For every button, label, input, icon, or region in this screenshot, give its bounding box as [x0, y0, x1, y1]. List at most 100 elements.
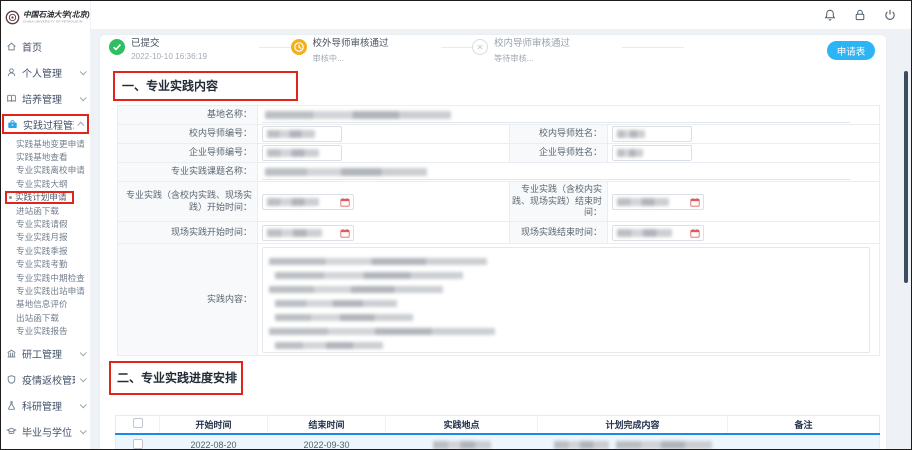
submenu-item-practice-plan-active[interactable]: 实践计划申请: [1, 190, 90, 204]
sidebar-item-epidemic[interactable]: 疫情返校管理: [1, 369, 90, 390]
steps: 已提交 2022-10-10 16:36:19 校外导师审核通过 审核中...: [109, 38, 684, 64]
practice-submenu: 实践基地变更申请 实践基地查看 专业实践离校申请 专业实践大纲 实践计划申请 进…: [1, 137, 90, 338]
practice-content-form: 基地名称： 校内导师编号： 校内导师姓名： 企业导师编号：: [117, 105, 880, 357]
submenu-item[interactable]: 实践基地查看: [1, 150, 90, 163]
tutor-name-input[interactable]: [612, 126, 692, 142]
cell-remark: [727, 433, 880, 449]
submenu-item[interactable]: 实践基地变更申请: [1, 137, 90, 150]
main-area: 已提交 2022-10-10 16:36:19 校外导师审核通过 审核中...: [91, 29, 911, 449]
redacted-value: [265, 167, 427, 176]
application-form-button[interactable]: 申请表: [827, 41, 875, 60]
redacted-value: [269, 327, 495, 335]
sidebar-item-research[interactable]: 科研管理: [1, 395, 90, 416]
active-dot-icon: [9, 195, 12, 199]
step-internal-tutor: 校内导师审核通过 等待审核...: [472, 38, 622, 64]
field-label-field-end: 现场实践结束时间：: [509, 221, 608, 245]
redacted-value: [267, 130, 315, 138]
field-label-practice-start: 专业实践（含校内实践、现场实践）开始时间：: [117, 180, 258, 223]
step-inprogress-clock-icon: [290, 39, 307, 55]
submenu-item-label: 专业实践报告: [16, 326, 68, 337]
redacted-value: [265, 110, 451, 119]
book-icon: [6, 93, 17, 104]
redacted-value: [617, 197, 669, 206]
submenu-item-label: 专业实践月报: [16, 232, 68, 243]
step-done-check-icon: [109, 39, 125, 55]
redacted-value: [617, 130, 645, 138]
field-practice-start: [257, 180, 510, 223]
sidebar-item-graduate-work[interactable]: 研工管理: [1, 343, 90, 364]
field-label-field-start: 现场实践开始时间：: [117, 221, 258, 245]
field-start-date-input[interactable]: [262, 224, 354, 241]
submenu-item[interactable]: 专业实践中期检查: [1, 271, 90, 284]
corp-tutor-id-input[interactable]: [262, 145, 342, 161]
corp-tutor-name-input[interactable]: [612, 145, 692, 161]
step-connector: [259, 47, 291, 48]
university-name-en: CHINA UNIVERSITY OF PETROLEUM: [23, 20, 83, 24]
step-title: 校内导师审核通过: [494, 38, 571, 49]
chevron-up-icon: [77, 121, 85, 129]
sidebar-item-personal[interactable]: 个人管理: [1, 62, 90, 83]
submenu-item[interactable]: 基地信息评价: [1, 298, 90, 311]
sidebar: 中国石油大学(北京) CHINA UNIVERSITY OF PETROLEUM…: [1, 1, 91, 449]
field-tutor-name: [607, 124, 880, 144]
submenu-item[interactable]: 出站函下载: [1, 311, 90, 324]
sidebar-item-label: 首页: [22, 43, 42, 54]
redacted-value: [267, 197, 319, 206]
tutor-id-input[interactable]: [262, 126, 342, 142]
row-checkbox[interactable]: [132, 438, 143, 449]
bell-icon[interactable]: [823, 8, 837, 22]
field-corp-tutor-id: [257, 143, 510, 163]
submenu-item[interactable]: 专业实践考勤: [1, 258, 90, 271]
briefcase-icon: [7, 119, 18, 130]
university-emblem-icon: [5, 10, 20, 25]
submenu-item[interactable]: 专业实践报告: [1, 324, 90, 337]
calendar-icon: [690, 228, 700, 238]
col-header-remark: 备注: [727, 415, 880, 435]
step-subtitle: 审核中...: [312, 53, 344, 63]
practice-start-date-input[interactable]: [262, 193, 354, 210]
redacted-value: [269, 257, 487, 265]
sidebar-item-training[interactable]: 培养管理: [1, 88, 90, 109]
practice-end-date-input[interactable]: [612, 193, 704, 210]
submenu-item[interactable]: 专业实践季报: [1, 244, 90, 257]
submenu-item[interactable]: 专业实践大纲: [1, 177, 90, 190]
sidebar-item-practice-process[interactable]: 实践过程管理: [2, 114, 89, 134]
power-icon[interactable]: [883, 8, 897, 22]
redacted-value: [269, 285, 443, 293]
field-label-content: 实践内容：: [117, 243, 258, 357]
submenu-item[interactable]: 专业实践出站申请: [1, 284, 90, 297]
chevron-down-icon: [79, 94, 87, 102]
redacted-value: [275, 341, 383, 349]
submenu-item-label: 专业实践中期检查: [16, 272, 85, 283]
sidebar-item-label: 科研管理: [22, 401, 62, 413]
approval-stepper: 已提交 2022-10-10 16:36:19 校外导师审核通过 审核中...: [109, 35, 877, 69]
topic-input[interactable]: [262, 165, 851, 180]
practice-content-textarea[interactable]: [262, 246, 870, 353]
base-name-input[interactable]: [262, 108, 851, 123]
lock-icon[interactable]: [853, 8, 867, 22]
schedule-header-row: 开始时间 结束时间 实践地点 计划完成内容 备注: [115, 415, 880, 435]
field-end-date-input[interactable]: [612, 224, 704, 241]
cell-location: [385, 433, 538, 449]
submenu-item[interactable]: 专业实践月报: [1, 231, 90, 244]
redacted-value: [275, 299, 397, 307]
shield-icon: [6, 374, 17, 385]
calendar-icon: [690, 197, 700, 207]
vertical-scrollbar[interactable]: [904, 71, 908, 283]
submenu-item[interactable]: 进站函下载: [1, 204, 90, 217]
field-corp-tutor-name: [607, 143, 880, 163]
step-connector: [440, 47, 472, 48]
select-all-checkbox[interactable]: [132, 418, 143, 429]
sidebar-item-graduation[interactable]: 毕业与学位: [1, 421, 90, 442]
submenu-item-label: 基地信息评价: [16, 299, 68, 310]
field-label-corp-tutor-id: 企业导师编号：: [117, 143, 258, 163]
step-subtitle: 2022-10-10 16:36:19: [131, 51, 208, 61]
header-checkbox-cell: [115, 415, 160, 435]
submenu-item[interactable]: 专业实践请假: [1, 217, 90, 230]
submenu-item-label: 出站函下载: [16, 312, 59, 323]
sidebar-item-home[interactable]: 首页: [1, 36, 90, 57]
submenu-item[interactable]: 专业实践离校申请: [1, 164, 90, 177]
flask-icon: [6, 400, 17, 411]
submenu-item-label: 专业实践请假: [16, 219, 68, 230]
step-connector: [622, 47, 684, 48]
